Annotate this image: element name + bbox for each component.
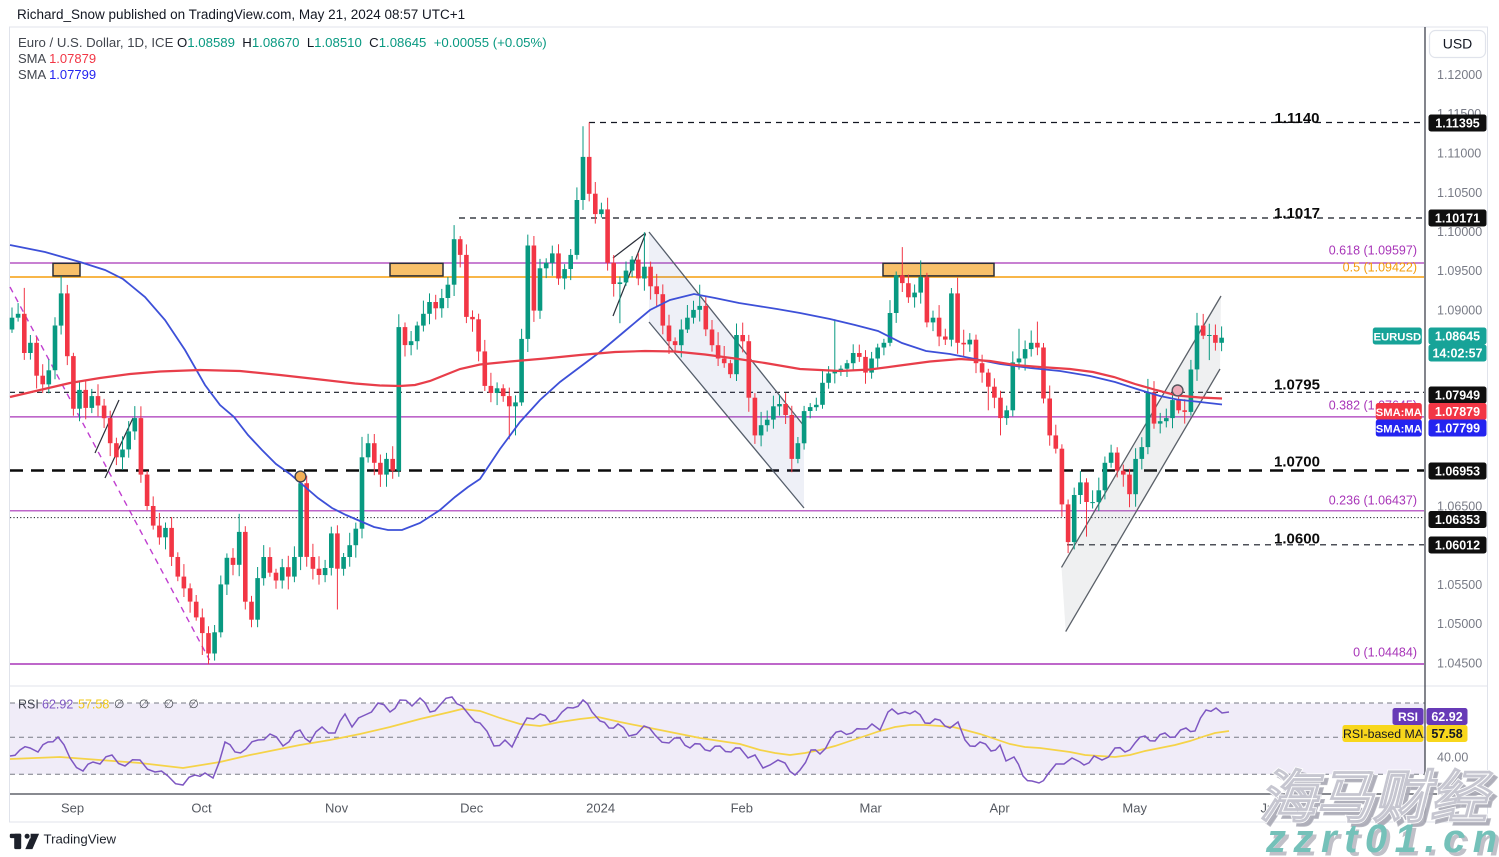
svg-text:1.07799: 1.07799 — [1435, 422, 1480, 436]
svg-text:Apr: Apr — [989, 801, 1010, 816]
svg-text:1.06353: 1.06353 — [1435, 513, 1480, 527]
svg-text:1.09000: 1.09000 — [1437, 304, 1482, 318]
svg-text:zzrt01.cn: zzrt01.cn — [1265, 817, 1499, 857]
svg-text:1.1017: 1.1017 — [1274, 205, 1320, 222]
svg-text:Jun: Jun — [1261, 801, 1282, 816]
svg-text:1.07879: 1.07879 — [1435, 405, 1480, 419]
svg-text:62.92: 62.92 — [1431, 710, 1462, 724]
svg-text:Nov: Nov — [325, 801, 349, 816]
svg-text:Dec: Dec — [460, 801, 484, 816]
svg-text:40.00: 40.00 — [1437, 751, 1468, 765]
svg-text:1.0700: 1.0700 — [1274, 454, 1320, 471]
svg-text:May: May — [1122, 801, 1147, 816]
svg-text:1.05000: 1.05000 — [1437, 617, 1482, 631]
svg-text:Oct: Oct — [191, 801, 212, 816]
svg-text:Richard_Snow published on Trad: Richard_Snow published on TradingView.co… — [17, 7, 465, 22]
svg-text:1.0795: 1.0795 — [1274, 377, 1320, 394]
svg-text:∅ ∅ ∅ ∅: ∅ ∅ ∅ ∅ — [114, 697, 204, 711]
svg-text:0.5 (1.09422): 0.5 (1.09422) — [1343, 261, 1417, 275]
svg-text:USD: USD — [1443, 36, 1473, 52]
svg-text:2024: 2024 — [586, 801, 615, 816]
svg-text:SMA:MA: SMA:MA — [1376, 424, 1422, 436]
svg-text:57.58: 57.58 — [78, 698, 109, 712]
svg-text:1.09500: 1.09500 — [1437, 264, 1482, 278]
svg-text:1.05500: 1.05500 — [1437, 578, 1482, 592]
svg-text:1.06500: 1.06500 — [1437, 500, 1482, 514]
svg-text:1.07949: 1.07949 — [1435, 389, 1480, 403]
svg-text:Jul: Jul — [1389, 801, 1406, 816]
svg-text:62.92: 62.92 — [42, 698, 73, 712]
svg-text:Feb: Feb — [731, 801, 753, 816]
svg-text:zzrt01.cn: zzrt01.cn — [1269, 821, 1499, 857]
svg-text:海马财经: 海马财经 — [1259, 766, 1494, 830]
svg-text:RSI-based MA: RSI-based MA — [1343, 727, 1424, 741]
svg-text:1.10500: 1.10500 — [1437, 186, 1482, 200]
svg-text:SMA:MA: SMA:MA — [1376, 407, 1422, 419]
svg-text:1.11000: 1.11000 — [1437, 147, 1481, 161]
svg-text:SMA 1.07799: SMA 1.07799 — [18, 67, 96, 82]
svg-text:Sep: Sep — [61, 801, 84, 816]
svg-text:1.10171: 1.10171 — [1435, 212, 1480, 226]
svg-text:Mar: Mar — [860, 801, 883, 816]
svg-text:1.12000: 1.12000 — [1437, 68, 1482, 82]
svg-text:RSI: RSI — [1398, 710, 1418, 724]
svg-text:14:02:57: 14:02:57 — [1432, 347, 1482, 361]
svg-text:1.04500: 1.04500 — [1437, 656, 1482, 670]
svg-text:57.58: 57.58 — [1431, 727, 1462, 741]
svg-text:1.06012: 1.06012 — [1435, 539, 1480, 553]
svg-text:海马财经: 海马财经 — [1259, 766, 1494, 830]
svg-text:1.11395: 1.11395 — [1435, 117, 1480, 131]
svg-text:0 (1.04484): 0 (1.04484) — [1353, 646, 1417, 660]
svg-text:1.10000: 1.10000 — [1437, 225, 1482, 239]
svg-text:TradingView: TradingView — [44, 832, 117, 847]
svg-text:SMA 1.07879: SMA 1.07879 — [18, 51, 96, 66]
svg-text:0.618 (1.09597): 0.618 (1.09597) — [1329, 244, 1417, 258]
svg-text:1.1140: 1.1140 — [1274, 110, 1319, 127]
svg-text:1.06953: 1.06953 — [1435, 465, 1480, 479]
svg-text:1.08645: 1.08645 — [1435, 330, 1480, 344]
svg-text:海马财经: 海马财经 — [1263, 770, 1498, 834]
svg-text:0.236 (1.06437): 0.236 (1.06437) — [1329, 494, 1417, 508]
svg-text:Euro / U.S. Dollar, 1D, ICE O1: Euro / U.S. Dollar, 1D, ICE O1.08589 H1.… — [18, 35, 547, 50]
svg-text:RSI: RSI — [18, 698, 39, 712]
svg-text:EURUSD: EURUSD — [1373, 332, 1421, 344]
svg-text:1.0600: 1.0600 — [1274, 531, 1320, 548]
